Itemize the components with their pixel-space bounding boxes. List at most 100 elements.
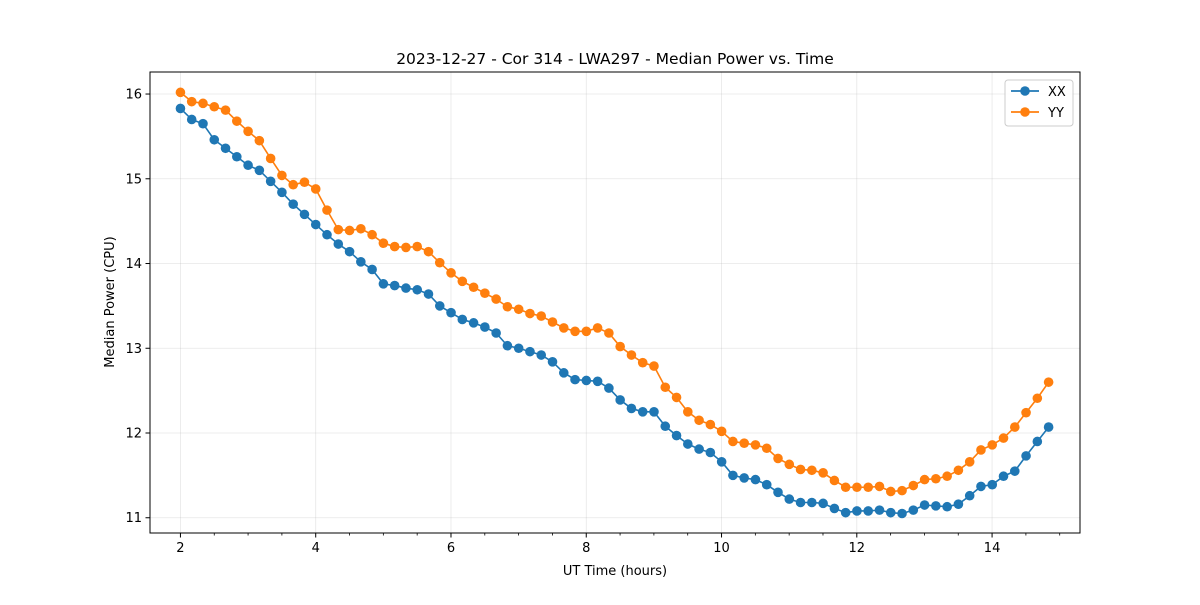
data-point-xx (773, 487, 783, 498)
y-tick-label: 15 (125, 172, 142, 187)
data-point-xx (446, 307, 456, 318)
data-point-xx (795, 497, 806, 508)
x-tick-label: 4 (312, 541, 320, 556)
data-point-yy (863, 482, 874, 493)
data-point-yy (728, 436, 738, 447)
legend-label-yy: YY (1047, 106, 1064, 121)
data-point-yy (649, 361, 659, 371)
data-point-yy (186, 96, 197, 107)
data-point-xx (998, 471, 1009, 482)
data-point-yy (660, 382, 671, 393)
data-point-yy (795, 464, 806, 475)
x-tick-label: 14 (984, 541, 1001, 556)
data-point-yy (807, 465, 817, 476)
data-point-xx (480, 322, 490, 332)
data-point-yy (570, 326, 580, 337)
data-point-xx (434, 301, 445, 311)
data-point-yy (536, 311, 547, 321)
data-point-xx (705, 447, 716, 458)
data-point-yy (491, 294, 501, 304)
data-point-yy (412, 241, 423, 252)
data-point-xx (761, 479, 772, 490)
data-point-xx (356, 257, 366, 267)
legend-label-xx: XX (1048, 85, 1066, 100)
data-point-xx (254, 165, 265, 176)
data-point-xx (919, 500, 930, 510)
data-point-xx (728, 470, 738, 481)
data-point-xx (874, 505, 885, 515)
data-point-yy (423, 246, 434, 257)
data-point-yy (671, 392, 682, 403)
series-lines (175, 87, 1054, 519)
data-point-yy (446, 268, 456, 278)
data-point-yy (897, 485, 907, 496)
data-point-yy (1043, 377, 1054, 387)
data-point-xx (942, 501, 952, 512)
data-point-yy (333, 224, 344, 235)
data-point-yy (480, 288, 490, 298)
data-point-xx (322, 229, 332, 240)
data-point-xx (502, 340, 513, 351)
data-point-yy (818, 468, 828, 478)
data-point-yy (716, 426, 727, 437)
data-point-xx (987, 479, 998, 490)
data-point-yy (626, 350, 637, 360)
data-point-xx (840, 507, 851, 518)
data-point-yy (761, 443, 772, 454)
data-point-xx (570, 374, 580, 385)
data-point-xx (423, 289, 434, 299)
data-point-xx (660, 421, 671, 432)
data-point-xx (468, 318, 479, 328)
data-point-yy (502, 301, 513, 312)
data-point-yy (953, 465, 964, 476)
data-point-yy (525, 308, 535, 319)
data-point-yy (931, 473, 941, 484)
data-point-xx (581, 375, 592, 386)
data-point-xx (592, 376, 603, 387)
data-point-xx (964, 490, 975, 501)
data-point-yy (694, 415, 704, 426)
data-point-xx (243, 160, 253, 171)
data-point-xx (186, 114, 197, 125)
data-point-xx (457, 314, 468, 325)
data-point-xx (829, 503, 840, 514)
y-tick-label: 11 (125, 511, 142, 526)
legend-marker-xx (1020, 86, 1030, 96)
data-point-yy (1032, 393, 1043, 404)
y-axis-label: Median Power (CPU) (103, 236, 118, 367)
data-point-yy (964, 457, 975, 467)
data-point-xx (976, 481, 986, 492)
data-point-yy (356, 223, 366, 234)
data-point-yy (987, 440, 998, 450)
data-point-xx (513, 343, 524, 354)
data-point-xx (750, 474, 761, 485)
data-point-yy (547, 317, 558, 327)
data-point-xx (649, 407, 659, 417)
data-point-yy (558, 323, 569, 333)
data-point-xx (1032, 436, 1043, 447)
x-tick-label: 10 (713, 541, 730, 556)
data-point-yy (265, 153, 276, 164)
data-point-yy (378, 238, 389, 248)
data-point-xx (401, 283, 411, 293)
data-point-xx (852, 506, 862, 516)
axes: 2 4 6 8 10 12 14 11 12 13 14 15 16 (125, 88, 1061, 556)
data-point-xx (333, 239, 344, 249)
plot-area-frame (149, 71, 1081, 534)
data-point-xx (818, 498, 828, 509)
x-axis-label: UT Time (hours) (563, 564, 667, 579)
x-tick-label: 2 (176, 541, 184, 556)
data-point-yy (299, 177, 310, 187)
data-point-xx (389, 280, 400, 291)
y-tick-label: 13 (125, 342, 142, 357)
y-tick-label: 14 (125, 257, 142, 272)
data-point-xx (716, 457, 727, 467)
data-point-xx (175, 103, 186, 114)
data-point-yy (750, 440, 761, 450)
data-point-xx (547, 357, 558, 367)
y-tick-label: 12 (125, 427, 142, 442)
data-point-yy (277, 170, 287, 181)
data-point-xx (615, 395, 625, 405)
data-point-xx (310, 219, 321, 230)
